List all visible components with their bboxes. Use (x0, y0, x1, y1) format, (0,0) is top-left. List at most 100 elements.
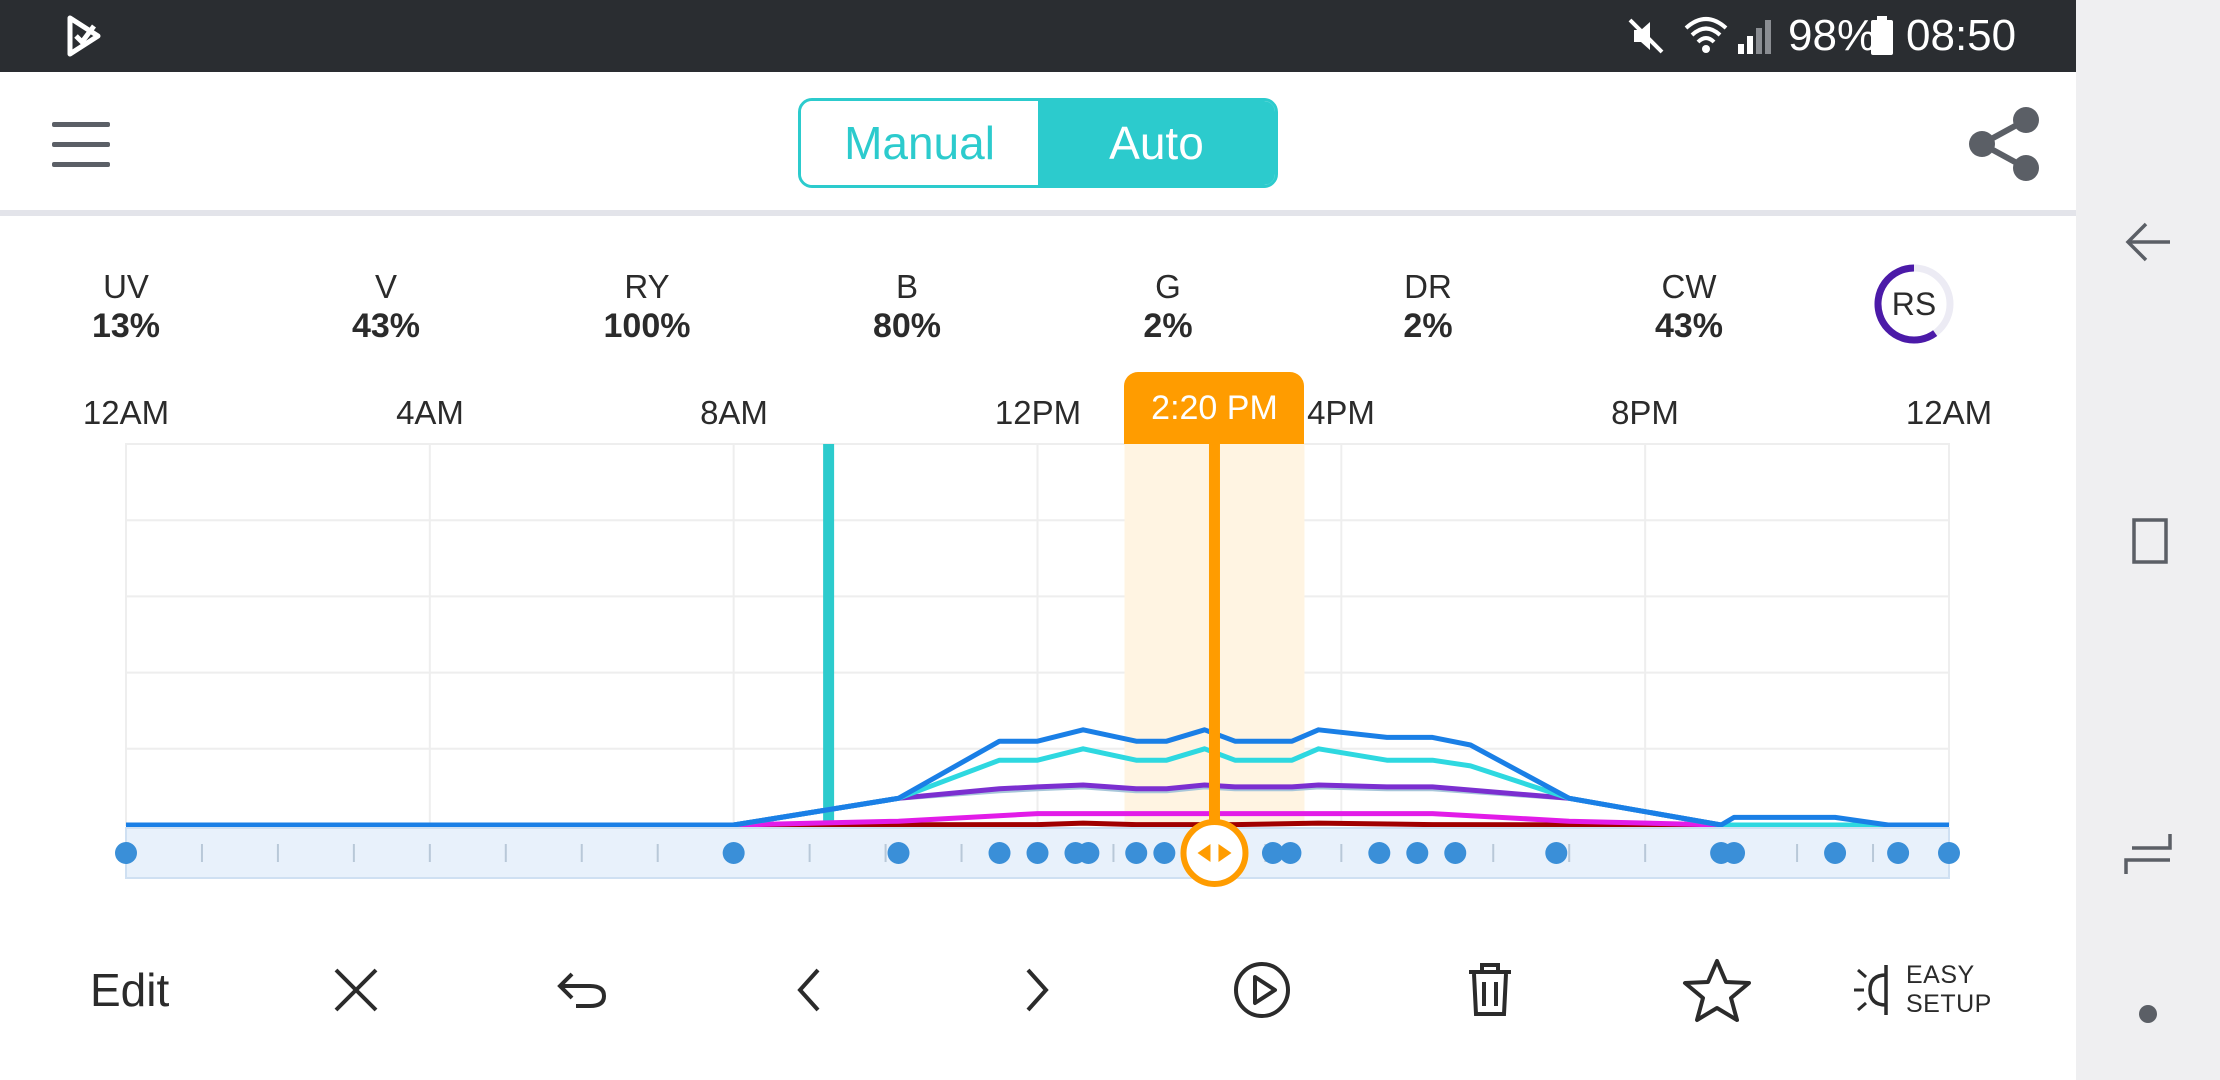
channel-value: 43% (1654, 307, 1724, 345)
channel-b[interactable]: B 80% (827, 268, 987, 346)
wifi-icon (1684, 17, 1728, 53)
channel-name: V (374, 268, 397, 305)
previous-button[interactable] (770, 950, 850, 1030)
series-line (126, 782, 1949, 828)
keyframe-point[interactable] (1153, 842, 1176, 864)
favorite-icon (1683, 959, 1751, 1022)
recents-nav-icon[interactable] (2120, 826, 2176, 882)
undo-icon (557, 972, 607, 1008)
clock: 08:50 (1906, 11, 2017, 60)
time-tick-label: 8PM (1611, 394, 1679, 431)
chart-series (126, 727, 1949, 828)
cursor-handle-ring (1180, 819, 1249, 887)
keyframe-point[interactable] (1444, 842, 1467, 864)
easy-setup-button[interactable]: EASY SETUP (1852, 950, 2012, 1030)
channel-value: 43% (351, 307, 421, 345)
series-line (126, 820, 1949, 828)
keyframe-point[interactable] (1545, 842, 1568, 864)
series-line (126, 727, 1949, 828)
system-nav-bar (2076, 0, 2220, 1080)
next-button[interactable] (996, 950, 1076, 1030)
previous-icon (797, 968, 820, 1012)
hamburger-menu-icon[interactable] (52, 118, 114, 170)
rs-label: RS (1892, 286, 1936, 322)
delete-button[interactable] (1450, 950, 1530, 1030)
keyframe-point[interactable] (1077, 842, 1100, 864)
channel-g[interactable]: G 2% (1088, 268, 1248, 346)
app-logo-icon (67, 15, 101, 57)
close-button[interactable] (316, 950, 396, 1030)
close-icon (334, 968, 378, 1012)
keyframe-point[interactable] (1368, 842, 1391, 864)
signal-icon (1738, 20, 1771, 54)
rs-progress-arc (1874, 264, 1938, 344)
next-icon (1026, 968, 1049, 1012)
delete-icon (1469, 963, 1511, 1016)
keyframe-point[interactable] (1824, 842, 1847, 864)
channel-name: G (1155, 268, 1181, 305)
keyframe-point[interactable] (1026, 842, 1049, 864)
channel-ry[interactable]: RY 100% (567, 268, 727, 346)
channel-name: CW (1661, 268, 1717, 305)
easy-setup-label: EASY SETUP (1906, 961, 1992, 1019)
keyframe-point[interactable] (887, 842, 910, 864)
channel-value: 100% (603, 307, 691, 345)
current-time-badge[interactable]: 2:20 PM (1124, 372, 1305, 444)
time-tick-label: 8AM (700, 394, 768, 431)
schedule-chart (115, 443, 1960, 887)
channel-name: DR (1404, 268, 1452, 305)
easy-setup-line2: SETUP (1906, 990, 1992, 1018)
home-nav-icon[interactable] (2120, 514, 2176, 570)
play-icon (1234, 962, 1290, 1018)
channel-value: 2% (1403, 307, 1453, 345)
keyframe-point[interactable] (115, 842, 137, 864)
channel-dr[interactable]: DR 2% (1348, 268, 1508, 346)
play-button[interactable] (1222, 950, 1302, 1030)
time-tick-label: 4PM (1307, 394, 1375, 431)
mode-toggle: Manual Auto (798, 98, 1278, 188)
time-tick-label: 4AM (396, 394, 464, 431)
back-nav-icon[interactable] (2120, 214, 2176, 270)
time-cursor-handle[interactable] (1180, 819, 1249, 887)
favorite-button[interactable] (1674, 950, 1760, 1030)
keyframe-point[interactable] (988, 842, 1011, 864)
series-line (126, 811, 1949, 828)
easy-setup-line1: EASY (1906, 961, 1975, 989)
rs-badge[interactable]: RS (1872, 262, 1956, 346)
edit-button[interactable]: Edit (90, 964, 170, 1016)
easy-setup-icon (1854, 965, 1888, 1015)
mute-icon (1628, 18, 1664, 54)
keyframe-point[interactable] (1723, 842, 1746, 864)
battery-icon (1871, 16, 1893, 55)
channel-name: UV (103, 268, 149, 305)
channel-cw[interactable]: CW 43% (1609, 268, 1769, 346)
keyframe-point[interactable] (1887, 842, 1910, 864)
keyframe-point[interactable] (1125, 842, 1148, 864)
manual-mode-button[interactable]: Manual (801, 101, 1038, 185)
keyframe-point[interactable] (1406, 842, 1429, 864)
nav-dot-icon (2139, 1005, 2157, 1023)
status-bar: 98% 08:50 (0, 0, 2076, 72)
handle-left-arrow-icon (1197, 844, 1211, 862)
time-tick-label: 12AM (82, 394, 170, 431)
keyframe-point[interactable] (1938, 842, 1960, 864)
keyframe-point[interactable] (1279, 842, 1302, 864)
keyframe-point[interactable] (722, 842, 745, 864)
chart-grid (125, 443, 1950, 826)
share-icon[interactable] (1962, 102, 2046, 186)
channel-value: 80% (872, 307, 942, 345)
auto-mode-button[interactable]: Auto (1038, 101, 1275, 185)
handle-right-arrow-icon (1218, 844, 1232, 862)
battery-percentage: 98% (1788, 11, 1877, 60)
channel-value: 13% (91, 307, 161, 345)
app-header: Manual Auto (0, 72, 2076, 216)
channel-name: B (895, 268, 918, 305)
undo-button[interactable] (542, 950, 622, 1030)
time-tick-label: 12AM (1905, 394, 1993, 431)
time-tick-label: 12PM (994, 394, 1082, 431)
channel-value: 2% (1143, 307, 1193, 345)
channel-uv[interactable]: UV 13% (46, 268, 206, 346)
channel-v[interactable]: V 43% (306, 268, 466, 346)
keyframe-point[interactable] (1261, 842, 1284, 864)
